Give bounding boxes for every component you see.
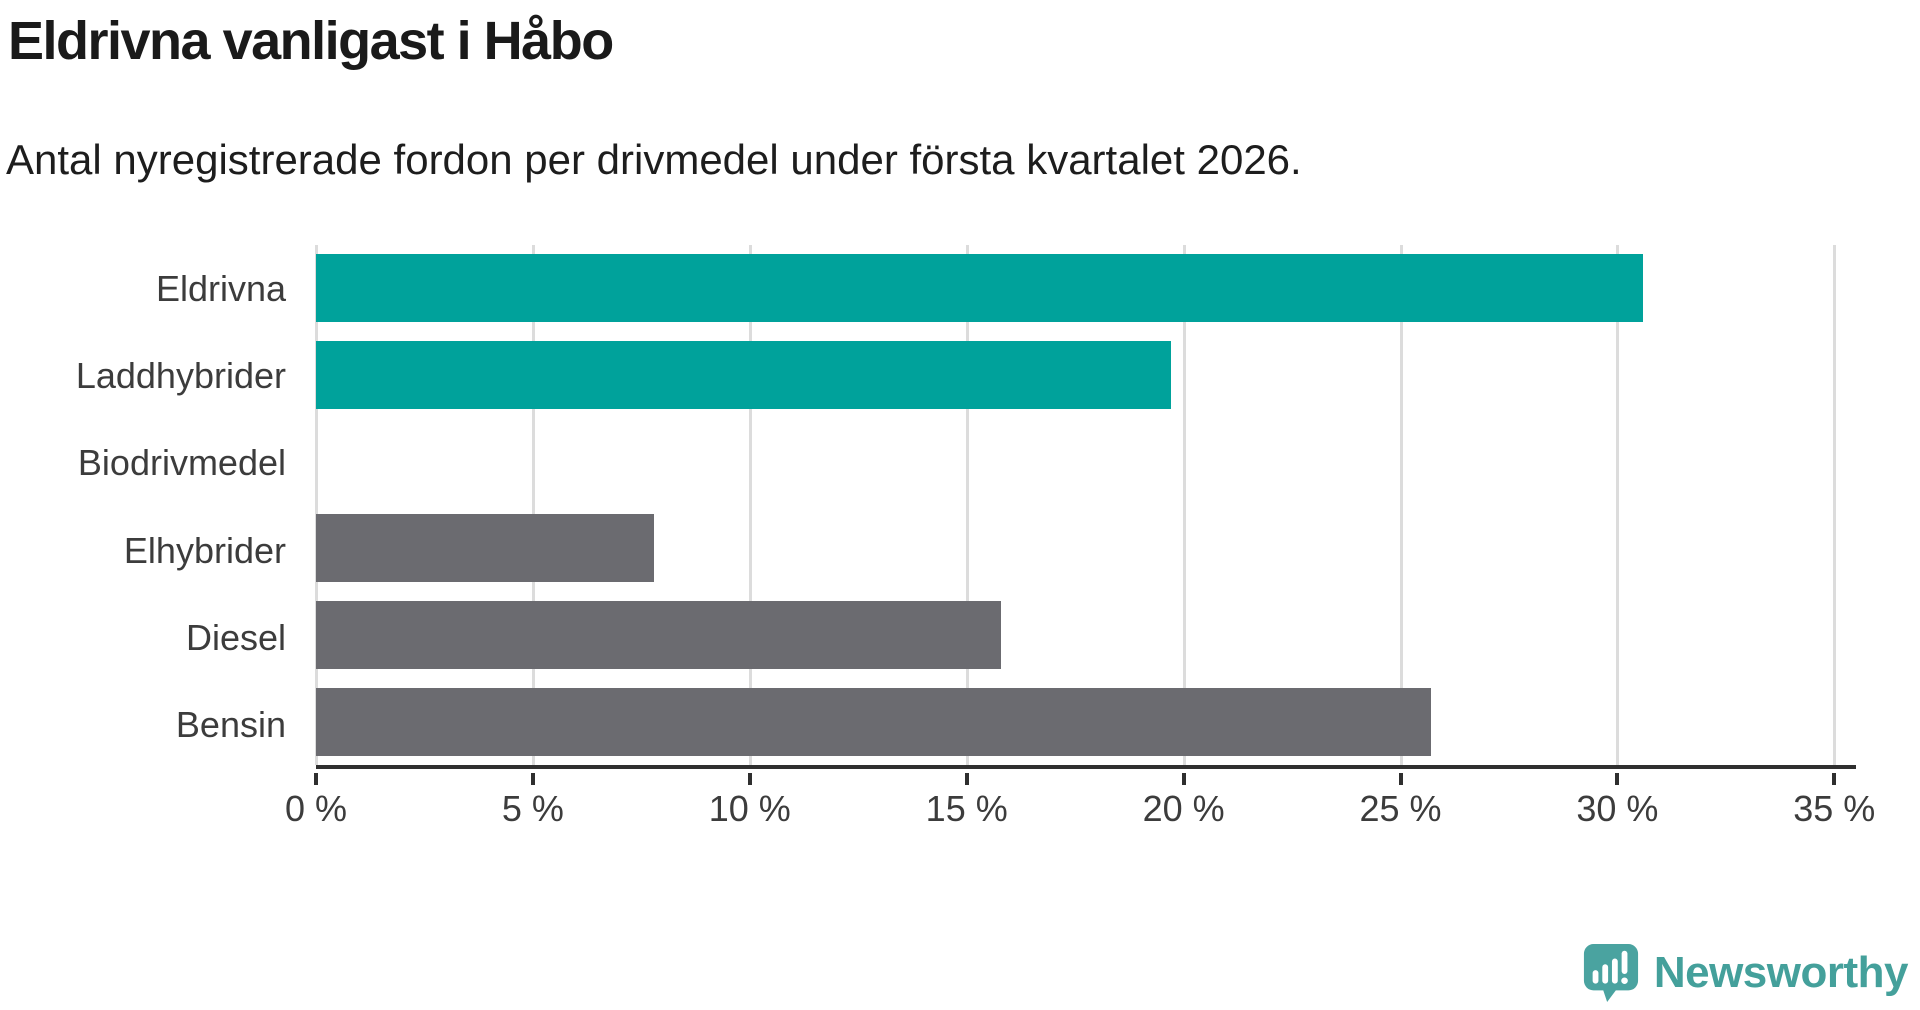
brand-name: Newsworthy [1653, 948, 1909, 997]
category-label-eldrivna: Eldrivna [155, 267, 286, 309]
x-tick-label-10: 10 % [708, 788, 791, 829]
category-label-elhybrider: Elhybrider [123, 529, 286, 571]
x-tick-label-35: 35 % [1793, 788, 1876, 829]
newsworthy-logo-icon [1583, 944, 1638, 1002]
gridline-35 [1833, 245, 1837, 765]
bar-band-biodrivmedel [316, 418, 1856, 505]
x-tick-10 [747, 773, 752, 785]
x-tick-35 [1832, 773, 1837, 785]
x-tick-30 [1615, 773, 1620, 785]
gridline-10 [748, 245, 752, 765]
bar-band-elhybrider [316, 505, 1856, 592]
bar-band-eldrivna [316, 245, 1856, 332]
bar-band-bensin [316, 678, 1856, 765]
x-axis-tick-labels: 0 % 5 % 10 % 15 % 20 % 25 % 30 % 35 % [285, 788, 1875, 836]
plot-area [315, 245, 1856, 769]
category-label-diesel: Diesel [185, 616, 286, 658]
bar-band-diesel [316, 592, 1856, 679]
gridline-30 [1616, 245, 1620, 765]
bar-eldrivna [316, 254, 1644, 323]
x-tick-25 [1398, 773, 1403, 785]
x-tick-label-15: 15 % [925, 788, 1008, 829]
page-title: Eldrivna vanligast i Håbo [8, 11, 614, 71]
x-tick-5 [530, 773, 535, 785]
x-tick-label-20: 20 % [1142, 788, 1225, 829]
x-tick-label-5: 5 % [501, 788, 564, 829]
gridline-25 [1399, 245, 1403, 765]
bar-bensin [316, 687, 1431, 756]
x-tick-label-30: 30 % [1576, 788, 1659, 829]
category-label-laddhybrider: Laddhybrider [75, 354, 286, 396]
x-tick-label-0: 0 % [284, 788, 348, 829]
x-tick-0 [314, 773, 318, 785]
category-label-biodrivmedel: Biodrivmedel [77, 442, 286, 484]
x-axis-ticks [314, 773, 1856, 787]
bar-elhybrider [316, 514, 655, 583]
bar-laddhybrider [316, 340, 1171, 409]
y-axis-labels: Eldrivna Laddhybrider Biodrivmedel Elhybrid… [0, 245, 286, 769]
bar-diesel [316, 600, 1002, 669]
category-label-bensin: Bensin [175, 704, 286, 746]
x-tick-label-25: 25 % [1359, 788, 1442, 829]
gridline-15 [965, 245, 969, 765]
gridline-0 [315, 245, 318, 765]
brand-footer: Newsworthy [1582, 942, 1909, 1004]
gridline-5 [531, 245, 535, 765]
x-tick-20 [1181, 773, 1186, 785]
gridline-20 [1182, 245, 1186, 765]
chart-subtitle: Antal nyregistrerade fordon per drivmede… [6, 136, 1302, 183]
x-tick-15 [964, 773, 969, 785]
bar-band-laddhybrider [316, 332, 1856, 419]
